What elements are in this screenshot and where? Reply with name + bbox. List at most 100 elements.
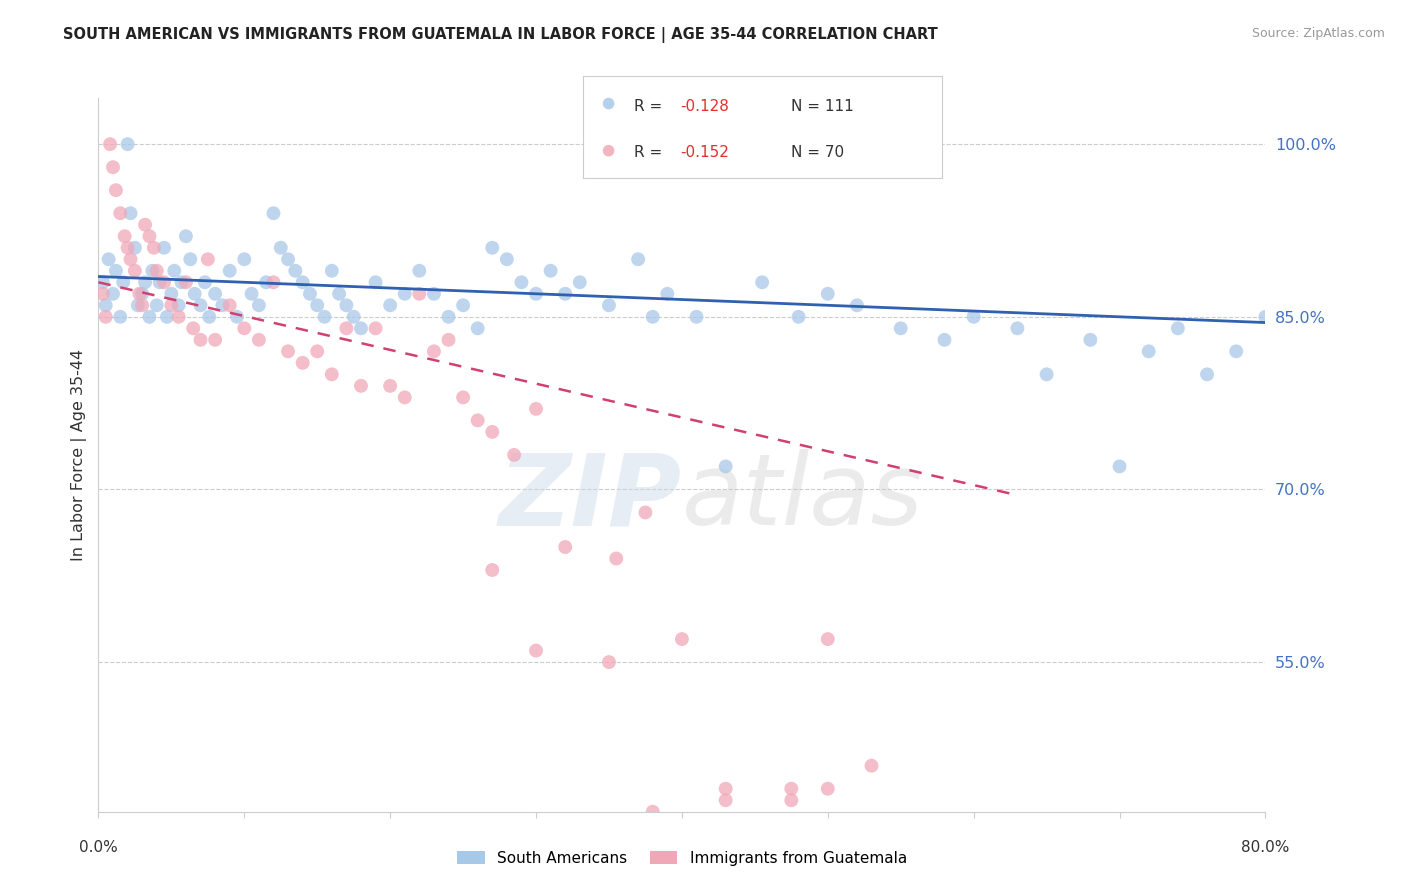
Point: [146, 298, 169, 312]
Point: [394, 286, 416, 301]
Point: [91, 286, 114, 301]
Point: [451, 390, 474, 404]
Point: [262, 275, 284, 289]
Point: [1195, 368, 1218, 382]
Text: Source: ZipAtlas.com: Source: ZipAtlas.com: [1251, 27, 1385, 40]
Point: [291, 275, 314, 289]
Point: [335, 321, 357, 335]
Point: [233, 252, 256, 267]
Point: [641, 805, 664, 819]
Point: [307, 298, 329, 312]
Point: [104, 183, 127, 197]
Point: [174, 229, 197, 244]
Point: [751, 275, 773, 289]
Point: [112, 275, 135, 289]
Point: [131, 286, 153, 301]
Point: [685, 310, 707, 324]
Point: [110, 310, 132, 324]
Point: [146, 264, 169, 278]
Point: [218, 264, 240, 278]
Text: atlas: atlas: [682, 450, 924, 546]
Point: [568, 275, 591, 289]
Text: N = 70: N = 70: [792, 145, 845, 161]
Point: [262, 206, 284, 220]
Point: [198, 310, 221, 324]
Point: [142, 241, 165, 255]
Point: [817, 286, 839, 301]
Point: [233, 321, 256, 335]
Point: [138, 310, 160, 324]
Point: [378, 379, 402, 393]
Point: [226, 310, 249, 324]
Point: [860, 758, 883, 772]
Point: [1167, 321, 1189, 335]
Text: R =: R =: [634, 145, 666, 161]
Point: [153, 275, 176, 289]
Text: R =: R =: [634, 99, 666, 114]
Point: [1080, 333, 1102, 347]
Point: [247, 298, 270, 312]
Point: [962, 310, 984, 324]
Point: [817, 781, 839, 796]
Point: [211, 298, 233, 312]
Point: [598, 655, 620, 669]
Point: [364, 321, 387, 335]
Point: [343, 310, 366, 324]
Point: [451, 298, 474, 312]
Point: [134, 218, 156, 232]
Point: [1225, 344, 1247, 359]
Point: [98, 137, 121, 152]
Point: [298, 286, 321, 301]
Point: [218, 298, 240, 312]
Point: [350, 321, 373, 335]
Point: [120, 206, 142, 220]
Point: [554, 540, 576, 554]
Point: [128, 286, 150, 301]
Point: [524, 643, 547, 657]
Point: [350, 379, 373, 393]
Point: [503, 448, 526, 462]
Legend: South Americans, Immigrants from Guatemala: South Americans, Immigrants from Guatema…: [451, 845, 912, 871]
Point: [890, 321, 912, 335]
Point: [437, 310, 460, 324]
Point: [1035, 368, 1057, 382]
Point: [247, 333, 270, 347]
Text: N = 111: N = 111: [792, 99, 855, 114]
Point: [120, 252, 142, 267]
Point: [101, 286, 124, 301]
Point: [170, 275, 193, 289]
Point: [671, 632, 693, 646]
Point: [149, 275, 172, 289]
Point: [94, 310, 117, 324]
Point: [284, 264, 307, 278]
Point: [197, 252, 219, 267]
Point: [598, 96, 620, 111]
Point: [321, 264, 343, 278]
Point: [467, 413, 489, 427]
Point: [163, 264, 186, 278]
Point: [156, 310, 179, 324]
Point: [204, 333, 226, 347]
Point: [481, 241, 503, 255]
Point: [190, 298, 212, 312]
Point: [605, 551, 627, 566]
Point: [141, 264, 163, 278]
Text: -0.152: -0.152: [681, 145, 730, 161]
Point: [714, 459, 737, 474]
Text: 80.0%: 80.0%: [1241, 840, 1289, 855]
Point: [138, 229, 160, 244]
Text: ZIP: ZIP: [499, 450, 682, 546]
Text: SOUTH AMERICAN VS IMMIGRANTS FROM GUATEMALA IN LABOR FORCE | AGE 35-44 CORRELATI: SOUTH AMERICAN VS IMMIGRANTS FROM GUATEM…: [63, 27, 938, 43]
Point: [780, 793, 803, 807]
Point: [408, 286, 430, 301]
Point: [641, 310, 664, 324]
Point: [1137, 344, 1160, 359]
Point: [934, 333, 956, 347]
Point: [714, 793, 737, 807]
Point: [495, 252, 517, 267]
Point: [481, 425, 503, 439]
Point: [277, 344, 299, 359]
Point: [408, 264, 430, 278]
Point: [117, 241, 139, 255]
Point: [467, 321, 489, 335]
